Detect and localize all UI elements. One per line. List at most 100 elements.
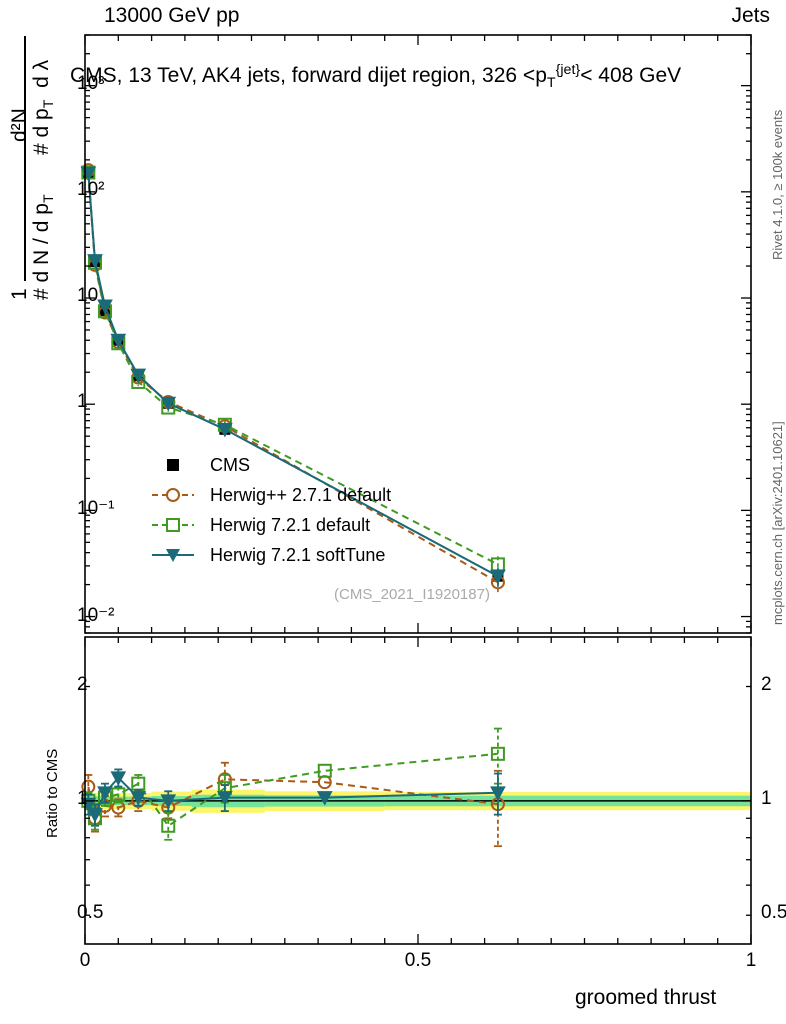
ratio-band-outer [151, 791, 192, 811]
main-data-point [161, 400, 176, 415]
ratio-band-outer [111, 793, 129, 809]
main-data-point [87, 254, 103, 269]
legend-label: Herwig++ 2.7.1 default [210, 484, 392, 505]
ratio-data-point [217, 781, 232, 796]
main-data-point [97, 305, 112, 320]
y-axis-label-main: # d N / d pT [30, 194, 57, 300]
legend-item[interactable]: CMS [150, 450, 391, 480]
x-tick-label: 0.5 [404, 950, 432, 971]
main-data-point [219, 423, 231, 435]
ratio-data-point [490, 786, 506, 801]
main-data-point [87, 255, 102, 270]
legend-item[interactable]: Herwig 7.2.1 softTune [150, 540, 391, 570]
header-right: Jets [731, 4, 770, 27]
ratio-band-inner [128, 796, 152, 806]
ylabel-frac1-num: d N [30, 249, 53, 283]
ratio-data-point [97, 786, 113, 801]
main-data-point [99, 305, 111, 317]
main-data-point [111, 335, 126, 350]
ylabel-hash1: # [30, 288, 53, 300]
ratio-data-point [490, 746, 505, 761]
main-data-point [161, 394, 176, 409]
legend-item[interactable]: Herwig 7.2.1 default [150, 510, 391, 540]
main-data-point [132, 370, 144, 382]
ratio-band-inner [264, 795, 385, 807]
legend-marker-square-filled [167, 459, 179, 471]
ratio-data-point [316, 791, 333, 806]
ratio-band-outer [91, 792, 99, 810]
analysis-watermark: (CMS_2021_I1920187) [334, 586, 490, 603]
ylabel-slash: / [30, 238, 53, 244]
ratio-data-point [111, 800, 126, 815]
main-data-point [81, 165, 96, 180]
main-data-point [82, 167, 94, 179]
ratio-band-inner [111, 796, 129, 806]
y-axis-label-ratio: Ratio to CMS [44, 748, 61, 838]
ratio-data-point [217, 772, 232, 787]
ratio-band-inner [98, 796, 112, 806]
main-data-point [97, 304, 112, 319]
ylabel-hash2: # [30, 143, 53, 155]
ratio-panel-frame [84, 636, 752, 945]
main-data-point [89, 256, 101, 268]
plot-title-post: < 408 GeV [580, 64, 682, 87]
ratio-data-point [110, 771, 127, 786]
ratio-data-point [87, 811, 102, 826]
main-data-point [87, 257, 102, 272]
ratio-band-inner [384, 795, 751, 807]
ratio-series-line [87, 776, 498, 817]
ratio-data-point [490, 797, 505, 812]
ylabel-frac1-den: d pT [30, 194, 58, 233]
ratio-data-point [111, 787, 126, 802]
main-data-point [490, 557, 505, 572]
legend-label: CMS [210, 454, 250, 475]
legend-marker-triangle-down-filled [152, 549, 194, 562]
ratio-data-point [160, 794, 177, 809]
main-data-point [217, 419, 232, 434]
ratio-data-point [87, 811, 102, 826]
ratio-data-point [317, 763, 332, 778]
y-axis-label-main-4: d²N [8, 108, 32, 142]
ylabel-den2: d pT d λ [30, 59, 58, 138]
ratio-data-point [87, 808, 103, 823]
main-data-point [492, 570, 504, 582]
x-tick-label: 1 [745, 950, 757, 971]
main-data-point [160, 396, 177, 412]
ratio-data-point [217, 791, 233, 806]
ratio-band-inner [151, 795, 192, 806]
ylabel-num2: d²N [8, 108, 31, 142]
legend-marker-circle-open [152, 488, 194, 502]
ratio-band-inner [91, 796, 99, 806]
main-data-point [217, 422, 233, 438]
y-tick-label-ratio-right: 0.5 [761, 902, 786, 924]
ratio-band-outer [264, 791, 385, 812]
side-text-rivet: Rivet 4.1.0, ≥ 100k events [770, 109, 785, 260]
main-data-point [97, 299, 113, 315]
ratio-series-line [87, 778, 499, 821]
legend: CMS Herwig++ 2.7.1 default Herwig 7.2.1 de… [150, 450, 391, 570]
main-data-point [110, 333, 127, 349]
ratio-series-line [87, 752, 498, 828]
side-text-mcplots: mcplots.cern.ch [arXiv:2401.10621] [770, 421, 785, 625]
main-data-point [490, 569, 506, 585]
legend-label: Herwig 7.2.1 softTune [210, 544, 386, 565]
plot-title-sup: {jet} [555, 62, 581, 78]
main-data-point [131, 370, 146, 385]
ylabel-fraction-bar [24, 36, 26, 281]
main-data-point [490, 575, 505, 590]
ratio-data-point [161, 800, 176, 815]
x-axis-label: groomed thrust [575, 986, 717, 1009]
y-tick-label-ratio-right: 1 [761, 787, 772, 809]
plot-title-pre: CMS, 13 TeV, AK4 jets, forward dijet reg… [70, 64, 547, 87]
ratio-data-point [97, 790, 112, 805]
x-tick-label: 0 [79, 950, 91, 971]
legend-item[interactable]: Herwig++ 2.7.1 default [150, 480, 391, 510]
legend-label: Herwig 7.2.1 default [210, 514, 371, 535]
y-tick-label-ratio-right: 2 [761, 673, 772, 695]
ratio-data-point [131, 776, 146, 791]
main-data-point [81, 163, 96, 178]
ratio-data-point [161, 818, 176, 833]
ratio-band-outer [191, 789, 265, 813]
plot-title: CMS, 13 TeV, AK4 jets, forward dijet reg… [70, 62, 681, 91]
